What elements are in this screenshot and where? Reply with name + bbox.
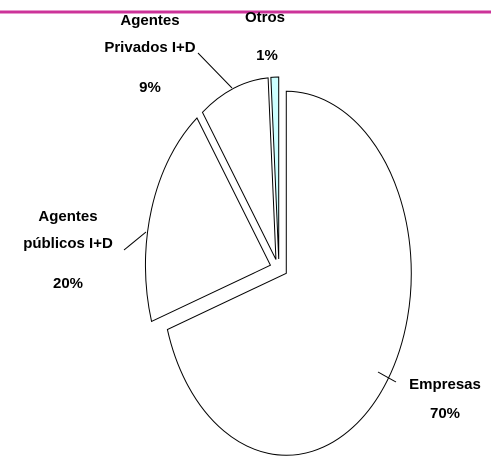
- slice-value-label: 70%: [429, 405, 461, 422]
- slice-value-label: 9%: [139, 79, 161, 96]
- slice-label: Agentes Privados I+D: [104, 12, 196, 56]
- leader-line: [377, 371, 397, 383]
- leader-line: [197, 52, 233, 89]
- slice-label: Empresas: [409, 376, 481, 393]
- pie-slice: [166, 90, 412, 456]
- pie-slice: [144, 117, 272, 323]
- leader-line: [123, 231, 147, 251]
- slice-value-label: 1%: [256, 47, 278, 64]
- pie-slice: [201, 77, 277, 260]
- slice-label: Agentes públicos I+D: [23, 208, 113, 252]
- pie-slice: [270, 76, 280, 260]
- slice-label: Otros: [244, 9, 286, 26]
- slice-value-label: 20%: [52, 275, 84, 292]
